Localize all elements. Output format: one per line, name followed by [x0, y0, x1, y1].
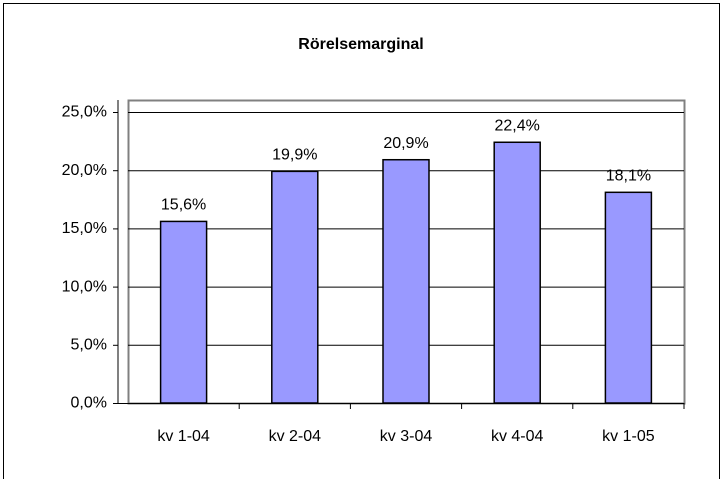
- y-tick-label: 15,0%: [62, 220, 107, 237]
- chart-title: Rörelsemarginal: [298, 36, 423, 53]
- x-tick-label: kv 4-04: [491, 428, 544, 445]
- y-tick-label: 5,0%: [71, 337, 107, 354]
- x-tick-label: kv 3-04: [380, 428, 433, 445]
- bar: [271, 170, 319, 404]
- x-tick-label: kv 1-04: [157, 428, 210, 445]
- y-tick-label: 25,0%: [62, 104, 107, 121]
- bar: [604, 191, 653, 404]
- bar: [493, 141, 541, 404]
- data-label: 20,9%: [383, 135, 428, 152]
- x-tick-label: kv 2-04: [269, 428, 322, 445]
- y-tick-label: 10,0%: [62, 278, 107, 295]
- bar: [159, 220, 208, 404]
- data-label: 19,9%: [272, 147, 317, 164]
- data-label: 15,6%: [161, 197, 206, 214]
- data-label: 18,1%: [606, 168, 651, 185]
- y-tick-label: 20,0%: [62, 162, 107, 179]
- x-tick-label: kv 1-05: [602, 428, 655, 445]
- bar: [382, 158, 430, 404]
- y-tick-label: 0,0%: [71, 395, 107, 412]
- data-label: 22,4%: [495, 117, 540, 134]
